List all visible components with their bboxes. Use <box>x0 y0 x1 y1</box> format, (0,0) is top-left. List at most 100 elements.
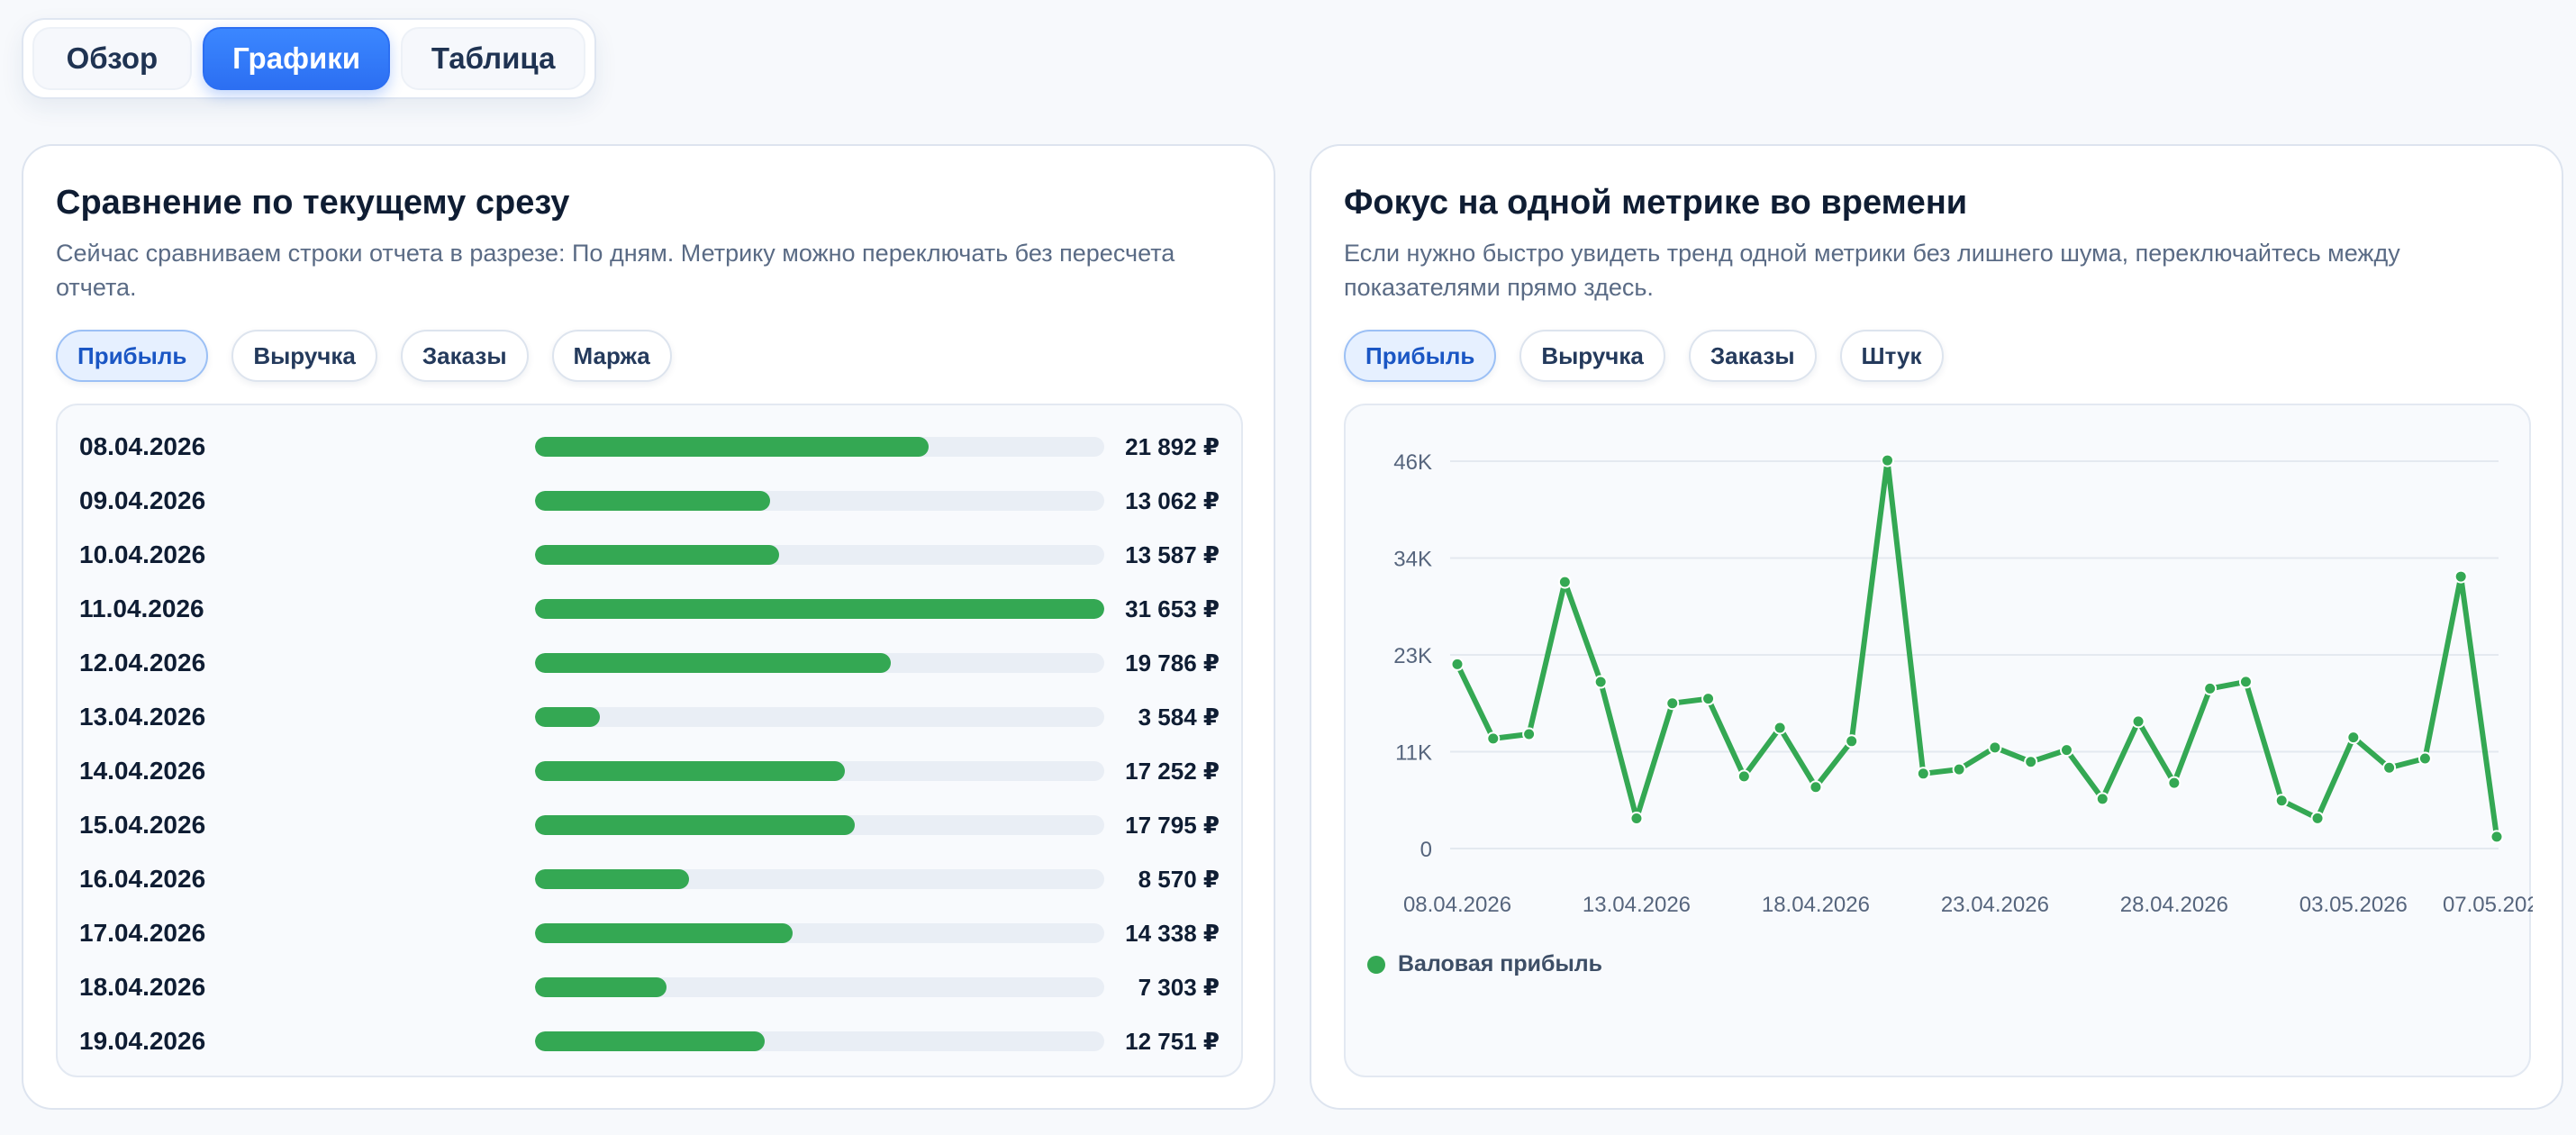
bar-fill <box>535 653 892 673</box>
bar-track <box>535 761 1104 781</box>
data-point <box>2417 751 2432 766</box>
bar-fill <box>535 1031 765 1051</box>
data-point <box>1952 762 1966 776</box>
bar-date-label: 19.04.2026 <box>79 1027 206 1055</box>
bar-fill <box>535 761 846 781</box>
bar-fill <box>535 707 600 727</box>
bar-track <box>535 491 1104 511</box>
tab-charts[interactable]: Графики <box>202 27 391 90</box>
bar-date-label: 13.04.2026 <box>79 703 206 731</box>
chart-legend: Валовая прибыль <box>1367 951 1602 977</box>
data-point <box>1629 811 1644 825</box>
data-point <box>2131 714 2145 729</box>
data-point <box>2059 743 2073 758</box>
bar-track <box>535 653 1104 673</box>
data-point <box>1845 734 1859 749</box>
tab-overview[interactable]: Обзор <box>32 27 192 90</box>
bar-value-label: 31 653 ₽ <box>1125 595 1220 622</box>
x-tick-label: 08.04.2026 <box>1403 893 1511 917</box>
y-tick-label: 11K <box>1395 741 1432 766</box>
bar-date-label: 14.04.2026 <box>79 757 206 785</box>
bar-list-panel: 08.04.2026 21 892 ₽ 09.04.2026 13 062 ₽ 10.0… <box>56 404 1243 1077</box>
metric-pill-revenue[interactable]: Выручка <box>1519 330 1665 382</box>
y-tick-label: 46K <box>1393 450 1432 475</box>
bar-row: 09.04.2026 13 062 ₽ <box>58 474 1241 528</box>
metric-pill-revenue[interactable]: Выручка <box>231 330 377 382</box>
bar-fill <box>535 977 667 997</box>
metric-pill-profit[interactable]: Прибыль <box>1344 330 1497 382</box>
bar-row: 15.04.2026 17 795 ₽ <box>58 798 1241 852</box>
bar-row: 08.04.2026 21 892 ₽ <box>58 420 1241 474</box>
bar-value-label: 19 786 ₽ <box>1125 649 1220 676</box>
tab-table[interactable]: Таблица <box>401 27 585 90</box>
trend-title: Фокус на одной метрике во времени <box>1344 184 1968 222</box>
data-point <box>1486 731 1501 746</box>
data-point <box>1450 657 1465 671</box>
x-tick-label: 28.04.2026 <box>2120 893 2228 917</box>
bar-fill <box>535 869 690 889</box>
data-point <box>2454 569 2468 584</box>
data-point <box>1988 740 2002 755</box>
bar-date-label: 17.04.2026 <box>79 919 206 947</box>
x-tick-label: 18.04.2026 <box>1762 893 1870 917</box>
data-point <box>2095 792 2109 806</box>
data-point <box>2238 675 2253 689</box>
x-tick-label: 23.04.2026 <box>1941 893 2049 917</box>
bar-track <box>535 437 1104 457</box>
data-point <box>1665 696 1680 711</box>
bar-value-label: 17 795 ₽ <box>1125 811 1220 839</box>
bar-value-label: 21 892 ₽ <box>1125 432 1220 460</box>
bar-date-label: 11.04.2026 <box>79 595 204 622</box>
bar-value-label: 7 303 ₽ <box>1138 973 1220 1001</box>
data-point <box>2274 794 2289 808</box>
metric-pill-orders[interactable]: Заказы <box>1688 330 1817 382</box>
data-point <box>2382 760 2397 775</box>
x-tick-label: 03.05.2026 <box>2299 893 2408 917</box>
x-tick-label: 07.05.2026 <box>2443 893 2533 917</box>
bar-date-label: 09.04.2026 <box>79 486 206 514</box>
comparison-card: Сравнение по текущему срезу Сейчас сравн… <box>22 144 1275 1110</box>
bar-date-label: 15.04.2026 <box>79 811 206 839</box>
series-line <box>1455 458 2499 840</box>
trend-description: Если нужно быстро увидеть тренд одной ме… <box>1344 240 2400 301</box>
bar-value-label: 3 584 ₽ <box>1138 703 1220 731</box>
bar-value-label: 14 338 ₽ <box>1125 919 1220 947</box>
metric-pill-orders[interactable]: Заказы <box>400 330 529 382</box>
data-point <box>1701 692 1716 706</box>
legend-label: Валовая прибыль <box>1398 951 1603 976</box>
bar-date-label: 12.04.2026 <box>79 649 206 676</box>
data-point <box>1881 453 1895 468</box>
line-chart-panel: 46K 34K 23K 11K 0 08.04.2026 13.04.2026 18.04.2… <box>1344 404 2533 1077</box>
bar-row: 11.04.2026 31 653 ₽ <box>58 582 1241 636</box>
trend-metric-pills: Прибыль Выручка Заказы Штук <box>1344 330 1944 382</box>
bar-date-label: 10.04.2026 <box>79 540 206 568</box>
data-point <box>1773 721 1787 735</box>
data-point <box>2203 681 2218 695</box>
bar-value-label: 13 062 ₽ <box>1125 486 1220 514</box>
metric-pill-units[interactable]: Штук <box>1839 330 1944 382</box>
bar-fill <box>535 923 794 943</box>
bar-track <box>535 707 1104 727</box>
comparison-metric-pills: Прибыль Выручка Заказы Маржа <box>56 330 672 382</box>
view-tabs: Обзор Графики Таблица <box>22 18 596 99</box>
data-point <box>2346 731 2361 745</box>
bar-value-label: 13 587 ₽ <box>1125 540 1220 568</box>
bar-row: 14.04.2026 17 252 ₽ <box>58 744 1241 798</box>
data-point <box>1916 767 1930 781</box>
bar-track <box>535 977 1104 997</box>
bar-row: 12.04.2026 19 786 ₽ <box>58 636 1241 690</box>
data-point <box>1557 575 1572 589</box>
metric-pill-profit[interactable]: Прибыль <box>56 330 209 382</box>
bar-row: 13.04.2026 3 584 ₽ <box>58 690 1241 744</box>
metric-pill-margin[interactable]: Маржа <box>551 330 672 382</box>
bar-track <box>535 599 1104 619</box>
trend-card: Фокус на одной метрике во времени Если н… <box>1310 144 2563 1110</box>
y-tick-label: 23K <box>1393 644 1432 668</box>
bar-fill <box>535 491 770 511</box>
bar-value-label: 8 570 ₽ <box>1138 865 1220 893</box>
bar-fill <box>535 599 1104 619</box>
bar-fill <box>535 437 930 457</box>
bar-row: 18.04.2026 7 303 ₽ <box>58 960 1241 1014</box>
line-chart: 46K 34K 23K 11K 0 08.04.2026 13.04.2026 18.04.2… <box>1393 450 2533 917</box>
